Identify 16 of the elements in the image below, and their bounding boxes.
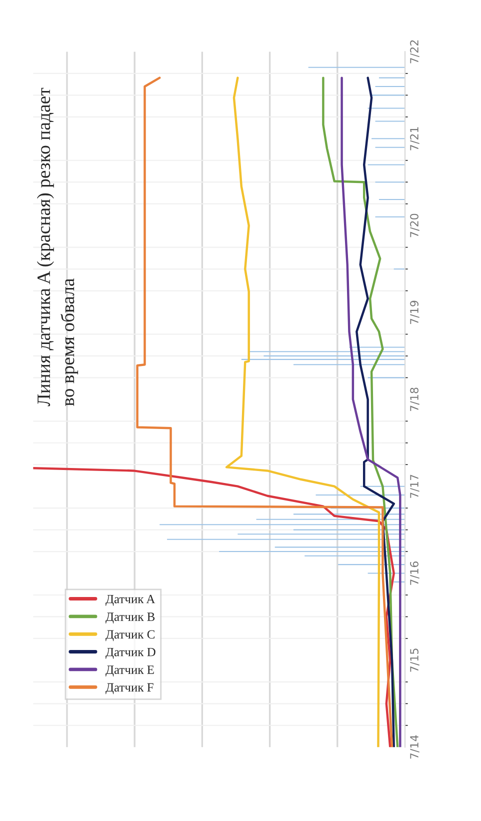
legend-label: Датчик B [106,612,155,624]
legend-label: Датчик F [106,683,154,694]
y-tick-label: 7/19 [410,300,420,324]
y-tick-label: 7/14 [410,735,420,759]
annotation: Линия датчика A (красная) резко падает во время обвала [36,88,78,406]
legend-label: Датчик E [106,666,154,676]
legend-label: Датчик C [106,630,154,642]
y-tick-label: 7/16 [410,561,420,585]
legend-label: Датчик A [106,594,156,606]
y-tick-label: 7/20 [410,214,420,238]
y-tick-label: 7/21 [410,127,420,150]
y-tick-label: 7/18 [410,388,420,411]
legend-label: Датчик D [106,648,156,659]
y-tick-label: 7/15 [410,648,420,672]
y-tick-label: 7/17 [410,474,420,498]
y-tick-label: 7/22 [410,40,420,64]
